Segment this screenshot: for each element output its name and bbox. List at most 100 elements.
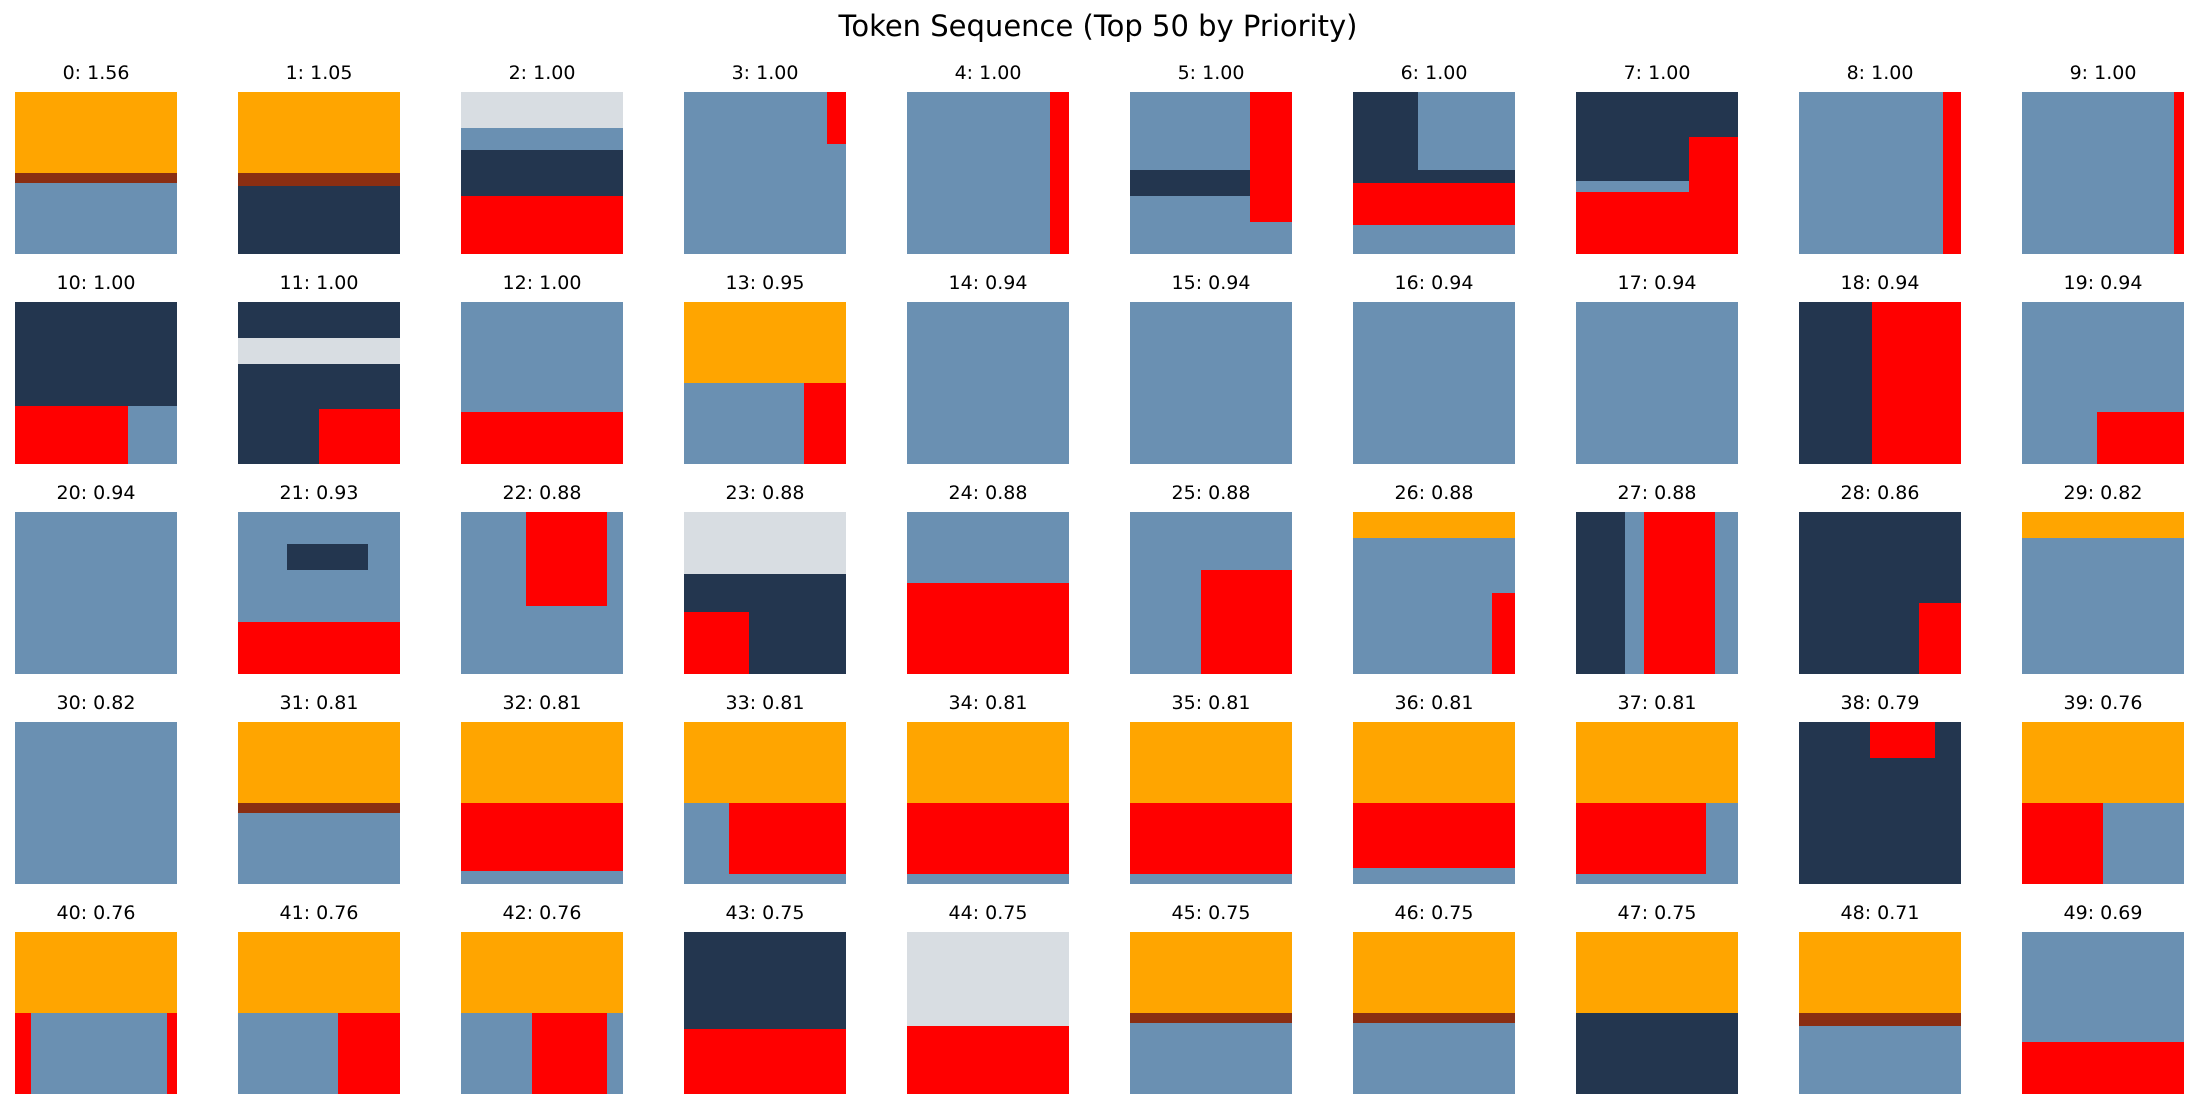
token-label: 7: 1.00 bbox=[1623, 62, 1691, 84]
token-label: 26: 0.88 bbox=[1394, 482, 1474, 504]
patch-region bbox=[1576, 932, 1738, 1013]
patch-region bbox=[532, 1013, 607, 1094]
token-patch bbox=[1799, 722, 1961, 884]
token-label: 28: 0.86 bbox=[1840, 482, 1920, 504]
patch-region bbox=[238, 92, 400, 173]
token-patch bbox=[684, 92, 846, 254]
patch-region bbox=[1130, 803, 1292, 875]
patch-region bbox=[15, 173, 177, 183]
patch-region bbox=[907, 803, 1069, 875]
token-patch bbox=[15, 722, 177, 884]
patch-region bbox=[286, 544, 368, 571]
token-patch bbox=[15, 92, 177, 254]
patch-region bbox=[1353, 512, 1515, 538]
token-patch bbox=[1799, 512, 1961, 674]
token-label: 15: 0.94 bbox=[1171, 272, 1251, 294]
patch-region bbox=[684, 1029, 846, 1094]
token-label: 11: 1.00 bbox=[279, 272, 359, 294]
token-label: 5: 1.00 bbox=[1177, 62, 1245, 84]
token-patch bbox=[1130, 512, 1292, 674]
token-patch bbox=[1576, 512, 1738, 674]
token-patch bbox=[461, 722, 623, 884]
token-label: 46: 0.75 bbox=[1394, 902, 1474, 924]
patch-region bbox=[2022, 512, 2184, 538]
token-patch bbox=[1799, 932, 1961, 1094]
token-patch bbox=[907, 512, 1069, 674]
token-patch bbox=[684, 302, 846, 464]
patch-region bbox=[684, 302, 846, 383]
token-label: 27: 0.88 bbox=[1617, 482, 1697, 504]
token-label: 18: 0.94 bbox=[1840, 272, 1920, 294]
token-label: 8: 1.00 bbox=[1846, 62, 1914, 84]
token-patch bbox=[238, 722, 400, 884]
patch-region bbox=[461, 127, 623, 151]
patch-region bbox=[167, 1013, 177, 1094]
patch-region bbox=[2022, 1042, 2184, 1094]
token-label: 25: 0.88 bbox=[1171, 482, 1251, 504]
patch-region bbox=[907, 1025, 1069, 1094]
token-patch bbox=[15, 302, 177, 464]
token-label: 13: 0.95 bbox=[725, 272, 805, 294]
patch-region bbox=[1492, 593, 1515, 674]
token-label: 21: 0.93 bbox=[279, 482, 359, 504]
patch-region bbox=[1130, 169, 1250, 196]
token-label: 45: 0.75 bbox=[1171, 902, 1251, 924]
patch-region bbox=[729, 803, 846, 875]
token-label: 19: 0.94 bbox=[2063, 272, 2143, 294]
token-patch bbox=[1353, 512, 1515, 674]
patch-region bbox=[2022, 803, 2103, 884]
patch-region bbox=[1130, 1013, 1292, 1023]
token-patch bbox=[461, 512, 623, 674]
token-label: 40: 0.76 bbox=[56, 902, 136, 924]
token-patch bbox=[1130, 932, 1292, 1094]
patch-region bbox=[907, 722, 1069, 803]
patch-region bbox=[1576, 722, 1738, 803]
token-label: 49: 0.69 bbox=[2063, 902, 2143, 924]
patch-region bbox=[238, 622, 400, 674]
patch-region bbox=[1353, 803, 1515, 868]
patch-region bbox=[1049, 92, 1069, 254]
token-label: 44: 0.75 bbox=[948, 902, 1028, 924]
token-patch bbox=[461, 92, 623, 254]
patch-region bbox=[238, 722, 400, 803]
token-patch bbox=[461, 932, 623, 1094]
patch-region bbox=[15, 92, 177, 173]
patch-region bbox=[907, 932, 1069, 1026]
patch-region bbox=[1799, 302, 1872, 464]
patch-region bbox=[461, 803, 623, 872]
token-label: 43: 0.75 bbox=[725, 902, 805, 924]
patch-region bbox=[2022, 722, 2184, 803]
token-patch bbox=[1353, 722, 1515, 884]
patch-region bbox=[803, 383, 846, 464]
token-label: 36: 0.81 bbox=[1394, 692, 1474, 714]
patch-region bbox=[461, 412, 623, 464]
token-patch bbox=[461, 302, 623, 464]
token-label: 35: 0.81 bbox=[1171, 692, 1251, 714]
token-label: 39: 0.76 bbox=[2063, 692, 2143, 714]
patch-region bbox=[2174, 92, 2184, 254]
patch-region bbox=[238, 185, 400, 254]
token-label: 34: 0.81 bbox=[948, 692, 1028, 714]
patch-region bbox=[525, 512, 607, 606]
token-patch bbox=[2022, 302, 2184, 464]
token-label: 32: 0.81 bbox=[502, 692, 582, 714]
token-label: 20: 0.94 bbox=[56, 482, 136, 504]
token-label: 4: 1.00 bbox=[954, 62, 1022, 84]
token-patch bbox=[1799, 92, 1961, 254]
patch-region bbox=[684, 932, 846, 1030]
token-label: 12: 1.00 bbox=[502, 272, 582, 294]
token-patch bbox=[1130, 302, 1292, 464]
patch-region bbox=[826, 92, 846, 144]
patch-region bbox=[1799, 1013, 1961, 1026]
patch-region bbox=[338, 1013, 400, 1094]
patch-region bbox=[1353, 169, 1515, 183]
token-label: 41: 0.76 bbox=[279, 902, 359, 924]
patch-region bbox=[15, 932, 177, 1013]
patch-region bbox=[1576, 512, 1625, 674]
token-patch bbox=[238, 932, 400, 1094]
patch-region bbox=[1918, 602, 1961, 674]
token-patch bbox=[1130, 722, 1292, 884]
token-label: 14: 0.94 bbox=[948, 272, 1028, 294]
patch-region bbox=[319, 408, 400, 464]
token-patch bbox=[2022, 512, 2184, 674]
